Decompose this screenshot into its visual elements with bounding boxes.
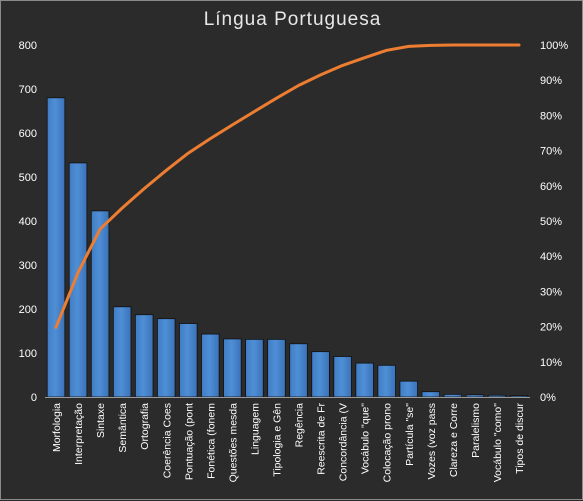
category-label: Sintaxe — [95, 403, 107, 438]
category-label: Concordância (V — [338, 403, 350, 481]
bar — [378, 365, 396, 397]
category-label: Questões mesda — [227, 403, 239, 483]
category-label: Partícula "se" — [404, 403, 416, 466]
y-tick-label: 700 — [19, 84, 37, 96]
category-label: Clareza e Corre — [448, 403, 460, 477]
category-label: Coerência Coes — [161, 403, 173, 478]
category-label: Fonética (fonem — [205, 403, 217, 479]
category-label: Vozes (voz pass — [426, 403, 438, 479]
bar — [334, 357, 352, 397]
bar — [444, 394, 462, 397]
bar — [202, 334, 220, 397]
category-label: Linguagem — [249, 403, 261, 455]
y2-tick-label: 40% — [540, 251, 562, 263]
y-tick-label: 800 — [19, 40, 37, 52]
bar — [400, 381, 418, 397]
category-label: Semântica — [117, 403, 129, 453]
y2-tick-label: 90% — [540, 75, 562, 87]
bar — [268, 339, 286, 397]
bar — [179, 324, 197, 397]
bar — [422, 392, 440, 397]
category-label: Tipos de discur — [514, 403, 526, 474]
right-axis: 0% 10% 20% 30% 40% 50% 60% 70% 80% 90% 100% — [540, 40, 568, 404]
bar — [47, 98, 65, 397]
bar — [356, 363, 374, 397]
category-label: Pontuação (pont — [183, 403, 195, 480]
bar — [246, 339, 264, 397]
bar — [290, 344, 308, 397]
y-tick-label: 500 — [19, 172, 37, 184]
bar — [224, 339, 242, 397]
cumulative-line-series — [56, 45, 519, 328]
category-label: Morfologia — [51, 403, 63, 452]
bar — [466, 395, 484, 397]
bar — [488, 395, 506, 397]
category-label: Vocábulo "que" — [360, 403, 372, 474]
y-tick-label: 300 — [19, 260, 37, 272]
category-labels: Morfologia Interpretação Sintaxe Semântica O… — [51, 403, 526, 483]
category-label: Colocação prono — [382, 403, 394, 483]
category-label: Tipologia e Gên — [271, 403, 283, 477]
y2-tick-label: 20% — [540, 322, 562, 334]
y2-tick-label: 70% — [540, 146, 562, 158]
category-label: Ortografia — [139, 403, 151, 450]
y-tick-label: 200 — [19, 304, 37, 316]
y2-tick-label: 80% — [540, 110, 562, 122]
category-label: Interpretação — [73, 403, 85, 465]
bar — [69, 163, 87, 397]
category-label: Paralelismo — [470, 403, 482, 458]
category-label: Regência — [294, 403, 306, 448]
category-label: Reescrita de Fr — [316, 403, 328, 475]
y2-tick-label: 30% — [540, 286, 562, 298]
bar — [157, 319, 175, 397]
bar — [113, 307, 131, 397]
cumulative-line — [56, 45, 519, 327]
y2-tick-label: 100% — [540, 40, 568, 52]
y2-tick-label: 60% — [540, 181, 562, 193]
y-tick-label: 0 — [31, 392, 37, 404]
bar-series — [47, 98, 528, 397]
bar — [312, 352, 330, 397]
y2-tick-label: 0% — [540, 392, 556, 404]
y-tick-label: 400 — [19, 216, 37, 228]
y-tick-label: 600 — [19, 128, 37, 140]
y-tick-label: 100 — [19, 348, 37, 360]
y2-tick-label: 50% — [540, 216, 562, 228]
bar — [135, 315, 153, 397]
bar — [510, 396, 528, 397]
y2-tick-label: 10% — [540, 357, 562, 369]
category-label: Vocábulo "como" — [492, 403, 504, 483]
left-axis: 0 100 200 300 400 500 600 700 800 — [19, 40, 37, 404]
